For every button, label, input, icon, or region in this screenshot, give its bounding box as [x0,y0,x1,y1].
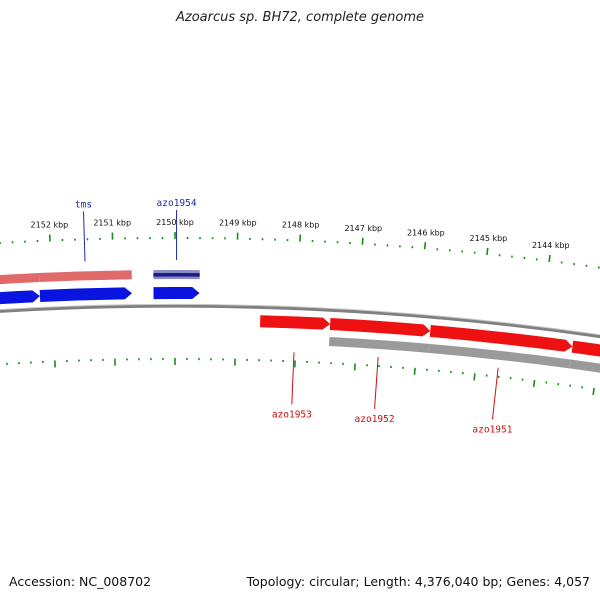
scale-label: 2146 kbp [407,228,445,237]
reverse-gene-arrow [260,315,331,330]
gene-label: azo1953 [272,409,312,420]
outer-tick [423,242,427,250]
gene-leader-line [491,367,499,420]
gene-leader-line [374,356,379,409]
scale-label: 2149 kbp [219,219,257,228]
scale-label: 2148 kbp [282,221,320,230]
reverse-gene-arrow [429,324,573,352]
outer-scale-ticks [0,232,600,269]
outer-tick [486,247,489,256]
gene-label: azo1951 [472,424,512,435]
gene-label: azo1954 [157,198,197,209]
gene-labels: tms azo1954 azo1953 azo1952 azo1951 [75,198,513,435]
scale-label: 2151 kbp [93,219,131,228]
forward-gene-arrow [39,287,133,303]
gene-label: azo1952 [355,414,395,425]
forward-gene-arrow [153,286,200,300]
forward-gene-shadow [38,270,132,283]
accession-text: Accession: NC_008702 [9,574,152,589]
inner-scale-ticks [6,358,595,396]
scale-label: 2145 kbp [470,234,508,243]
reverse-gene-shadow [569,359,600,373]
reverse-gene-arrow [571,340,600,357]
gene-leader-line [291,352,295,405]
inner-tick [592,387,595,396]
gene-label: tms [75,199,92,210]
scale-label: 2144 kbp [532,241,570,250]
inner-tick [413,367,416,375]
gene-leader-line [83,211,86,262]
scale-label: 2147 kbp [344,224,382,233]
forward-rna-core [153,273,200,277]
genome-summary-text: Topology: circular; Length: 4,376,040 bp… [246,574,590,589]
map-title: Azoarcus sp. BH72, complete genome [175,10,425,25]
forward-gene-arrow [0,290,40,305]
forward-gene-shadow [0,273,40,285]
inner-tick [532,379,536,388]
gene-features [0,269,600,373]
reverse-gene-shadow [428,343,571,369]
inner-tick [473,373,476,381]
scale-labels: 2152 kbp 2151 kbp 2150 kbp 2149 kbp 2148 kbp… [31,218,570,250]
reverse-gene-arrow [329,318,431,337]
reverse-gene-shadow [328,337,430,353]
scale-label: 2150 kbp [156,218,194,227]
scale-label: 2152 kbp [31,221,69,230]
outer-tick [548,254,551,263]
